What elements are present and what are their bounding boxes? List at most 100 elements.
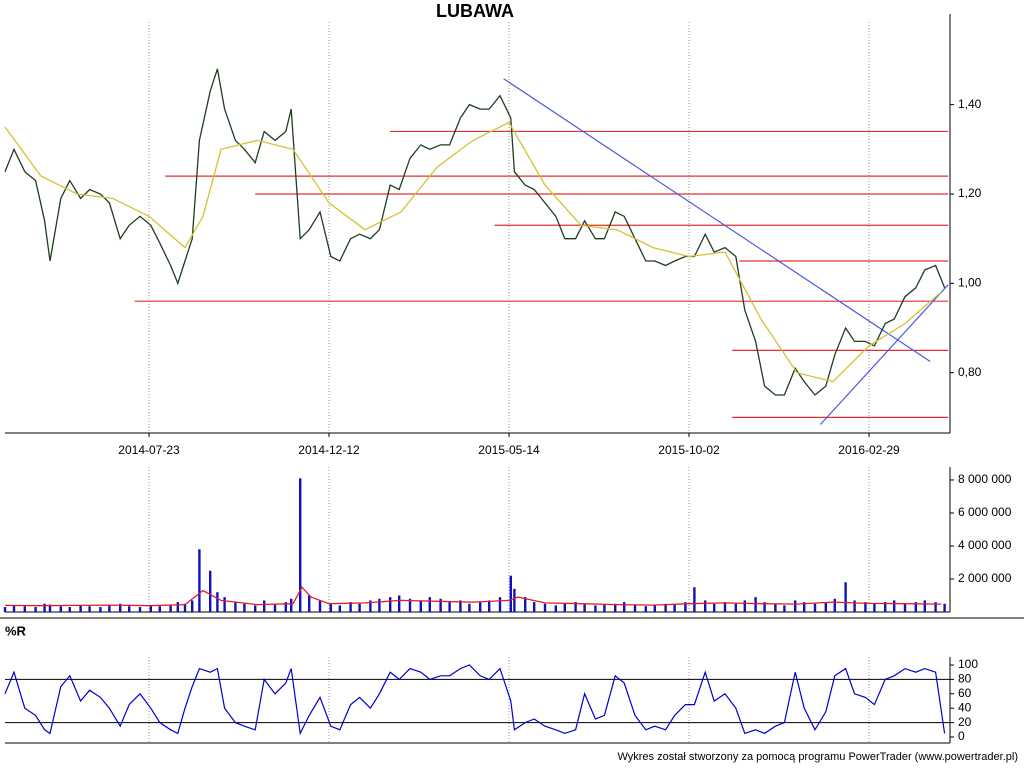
volume-bar bbox=[684, 602, 687, 612]
volume-bar bbox=[479, 602, 482, 612]
volume-bar bbox=[68, 607, 71, 612]
volume-bar bbox=[158, 606, 161, 612]
volume-bar bbox=[358, 603, 361, 612]
volume-bar bbox=[864, 602, 867, 612]
volume-bar bbox=[59, 606, 62, 612]
volume-bar bbox=[254, 605, 257, 612]
volume-bar bbox=[594, 605, 597, 612]
x-tick-label: 2014-07-23 bbox=[118, 443, 180, 457]
level-line bbox=[819, 284, 949, 425]
y-tick-label: 0,80 bbox=[958, 365, 982, 379]
volume-bar bbox=[34, 607, 37, 612]
volume-bar bbox=[169, 604, 172, 612]
volume-bar bbox=[459, 600, 462, 612]
volume-bar bbox=[223, 597, 226, 612]
volume-bar bbox=[389, 597, 392, 612]
volume-bar bbox=[329, 603, 332, 612]
volume-bar bbox=[419, 600, 422, 612]
volume-bar bbox=[563, 603, 566, 612]
volume-bar bbox=[273, 603, 277, 612]
volume-bar bbox=[149, 605, 152, 612]
y-tick-label: 6 000 000 bbox=[958, 505, 1012, 519]
y-tick-label: 8 000 000 bbox=[958, 472, 1012, 486]
volume-bar bbox=[833, 598, 836, 612]
volume-bar bbox=[644, 606, 647, 612]
volume-bar bbox=[3, 607, 7, 612]
volume-bar bbox=[783, 605, 786, 612]
volume-bar bbox=[183, 603, 187, 612]
volume-bar bbox=[99, 607, 102, 612]
y-tick-label: 20 bbox=[958, 715, 972, 729]
volume-bar bbox=[923, 600, 926, 612]
volume-bar bbox=[128, 606, 131, 612]
volume-bar bbox=[893, 600, 896, 612]
volume-bar bbox=[468, 603, 471, 612]
moving-average bbox=[4, 121, 942, 383]
moving-average bbox=[4, 586, 942, 607]
panel-title: %R bbox=[5, 623, 27, 638]
volume-bar bbox=[191, 600, 194, 612]
volume-bar bbox=[543, 603, 547, 612]
volume-bar bbox=[754, 597, 757, 612]
volume-bar bbox=[209, 570, 212, 612]
y-tick-label: 0 bbox=[958, 729, 965, 743]
volume-bar bbox=[713, 603, 716, 612]
level-line bbox=[503, 78, 931, 363]
y-tick-label: 4 000 000 bbox=[958, 538, 1012, 552]
volume-bar bbox=[803, 602, 806, 612]
volume-bar bbox=[308, 595, 311, 612]
y-tick-label: 1,40 bbox=[958, 97, 982, 111]
y-tick-label: 1,00 bbox=[958, 276, 982, 290]
volume-bar bbox=[673, 604, 676, 612]
y-tick-label: 40 bbox=[958, 700, 972, 714]
volume-bar bbox=[704, 600, 707, 612]
volume-bar bbox=[498, 597, 502, 612]
volume-bar bbox=[853, 600, 856, 612]
volume-bar bbox=[884, 602, 887, 612]
volume-bar bbox=[723, 602, 727, 612]
volume-bar bbox=[633, 605, 637, 612]
volume-bar bbox=[813, 603, 817, 612]
volume-bar bbox=[263, 600, 266, 612]
volume-bar bbox=[428, 597, 431, 612]
volume-bar bbox=[554, 605, 557, 612]
volume-bar bbox=[12, 605, 16, 612]
volume-bar bbox=[524, 597, 527, 612]
y-tick-label: 1,20 bbox=[958, 186, 982, 200]
volume-bar bbox=[408, 598, 412, 612]
volume-bar bbox=[533, 602, 536, 612]
volume-bar bbox=[439, 598, 442, 612]
volume-bar bbox=[903, 603, 907, 612]
volume-bar bbox=[488, 600, 491, 612]
volume-bar bbox=[664, 603, 667, 612]
volume-bar bbox=[914, 602, 917, 612]
oscillator-line bbox=[4, 664, 946, 736]
volume-bar bbox=[693, 587, 696, 612]
volume-bar bbox=[88, 606, 91, 612]
y-tick-label: 60 bbox=[958, 686, 972, 700]
x-tick-label: 2015-10-02 bbox=[658, 443, 720, 457]
volume-bar bbox=[743, 600, 746, 612]
volume-bar bbox=[79, 605, 82, 612]
volume-bar bbox=[509, 575, 512, 612]
y-tick-label: 2 000 000 bbox=[958, 571, 1012, 585]
volume-bar bbox=[794, 600, 797, 612]
price-line bbox=[4, 68, 946, 396]
volume-bar bbox=[873, 603, 876, 612]
volume-bar bbox=[216, 592, 219, 612]
volume-bar bbox=[369, 600, 372, 612]
volume-bar bbox=[48, 604, 52, 612]
volume-bar bbox=[299, 478, 302, 612]
volume-bar bbox=[763, 602, 766, 612]
volume-bar bbox=[574, 602, 577, 612]
volume-bar bbox=[290, 598, 293, 612]
chart-title: LUBAWA bbox=[436, 1, 514, 21]
volume-bar bbox=[284, 602, 287, 612]
y-tick-label: 100 bbox=[958, 657, 978, 671]
footer: Wykres został stworzony za pomocą progra… bbox=[617, 751, 1018, 763]
volume-bar bbox=[934, 602, 937, 612]
volume-bar bbox=[824, 602, 827, 612]
volume-bar bbox=[243, 603, 246, 612]
x-tick-label: 2016-02-29 bbox=[838, 443, 900, 457]
